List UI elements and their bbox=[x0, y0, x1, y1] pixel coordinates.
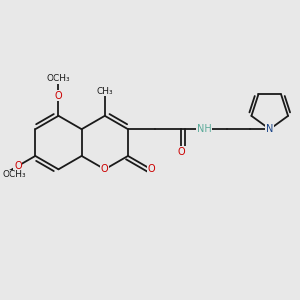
Text: N: N bbox=[266, 124, 273, 134]
Text: NH: NH bbox=[197, 124, 212, 134]
Text: O: O bbox=[101, 164, 109, 174]
Text: O: O bbox=[55, 91, 62, 101]
Text: O: O bbox=[178, 147, 185, 157]
Text: O: O bbox=[14, 161, 22, 171]
Text: O: O bbox=[147, 164, 155, 174]
Text: OCH₃: OCH₃ bbox=[47, 74, 70, 83]
Text: CH₃: CH₃ bbox=[97, 87, 113, 96]
Text: OCH₃: OCH₃ bbox=[3, 170, 26, 179]
